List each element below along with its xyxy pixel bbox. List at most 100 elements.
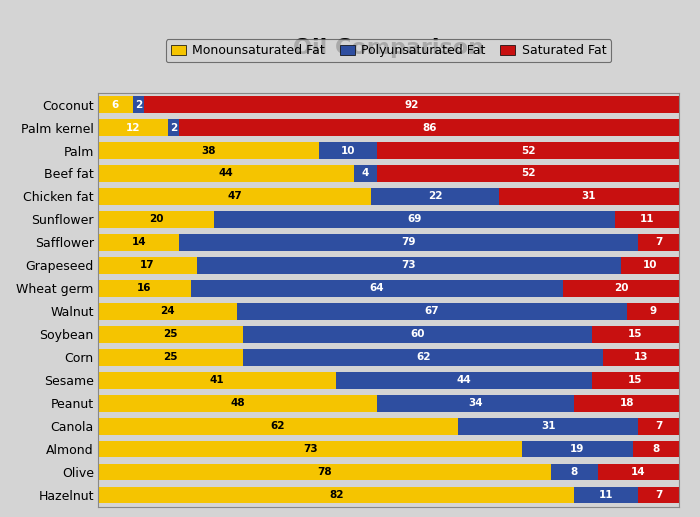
Text: 41: 41 <box>210 375 225 385</box>
Bar <box>318 142 377 159</box>
Bar <box>98 418 458 434</box>
Bar <box>191 280 563 297</box>
Bar <box>98 464 551 480</box>
Bar <box>98 372 336 389</box>
Text: 15: 15 <box>628 375 643 385</box>
Text: 18: 18 <box>620 398 634 408</box>
Text: 82: 82 <box>329 490 344 500</box>
Text: 78: 78 <box>317 467 332 477</box>
Bar <box>98 165 354 182</box>
Text: 7: 7 <box>655 237 662 248</box>
Text: 8: 8 <box>570 467 578 477</box>
Text: 16: 16 <box>137 283 152 293</box>
Text: 25: 25 <box>163 329 178 339</box>
Bar <box>179 234 638 251</box>
Text: 2: 2 <box>170 123 177 132</box>
Text: 52: 52 <box>521 169 536 178</box>
Bar <box>592 326 679 343</box>
Bar <box>98 487 575 504</box>
Bar <box>377 165 679 182</box>
Bar <box>371 188 499 205</box>
Text: 67: 67 <box>425 307 440 316</box>
Text: 4: 4 <box>362 169 369 178</box>
Bar <box>603 349 679 366</box>
Bar <box>144 96 679 113</box>
Bar <box>575 395 679 412</box>
Text: 60: 60 <box>410 329 425 339</box>
Bar <box>638 234 679 251</box>
Bar <box>98 441 522 458</box>
Text: 20: 20 <box>614 283 628 293</box>
Bar <box>98 326 244 343</box>
Text: 73: 73 <box>402 261 416 270</box>
Bar <box>354 165 377 182</box>
Text: 62: 62 <box>271 421 286 431</box>
Text: 92: 92 <box>405 100 419 110</box>
Text: 2: 2 <box>135 100 142 110</box>
Bar <box>98 234 179 251</box>
Bar <box>499 188 679 205</box>
Text: 19: 19 <box>570 444 584 454</box>
Text: 64: 64 <box>370 283 384 293</box>
Bar <box>638 487 679 504</box>
Bar <box>551 464 598 480</box>
Text: 69: 69 <box>407 215 422 224</box>
Bar <box>98 211 214 227</box>
Text: 10: 10 <box>341 145 355 156</box>
Bar <box>98 188 371 205</box>
Bar <box>133 96 144 113</box>
Legend: Monounsaturated Fat, Polyunsaturated Fat, Saturated Fat: Monounsaturated Fat, Polyunsaturated Fat… <box>166 39 611 63</box>
Text: 14: 14 <box>132 237 146 248</box>
Text: 10: 10 <box>643 261 657 270</box>
Text: 8: 8 <box>652 444 659 454</box>
Bar <box>522 441 633 458</box>
Bar <box>214 211 615 227</box>
Bar <box>179 119 679 136</box>
Bar <box>237 303 626 320</box>
Text: 48: 48 <box>230 398 245 408</box>
Text: 14: 14 <box>631 467 645 477</box>
Bar <box>458 418 638 434</box>
Text: 15: 15 <box>628 329 643 339</box>
Text: 44: 44 <box>456 375 471 385</box>
Bar <box>377 142 679 159</box>
Bar <box>98 349 244 366</box>
Text: 7: 7 <box>655 490 662 500</box>
Text: 20: 20 <box>149 215 163 224</box>
Text: 79: 79 <box>402 237 416 248</box>
Bar <box>638 418 679 434</box>
Text: 86: 86 <box>422 123 436 132</box>
Bar <box>98 96 133 113</box>
Text: 47: 47 <box>228 191 242 202</box>
Title: Oil Comparison: Oil Comparison <box>293 38 484 58</box>
Bar <box>626 303 679 320</box>
Text: 7: 7 <box>655 421 662 431</box>
Bar <box>598 464 679 480</box>
Bar <box>633 441 679 458</box>
Text: 31: 31 <box>541 421 556 431</box>
Bar <box>575 487 638 504</box>
Text: 11: 11 <box>599 490 614 500</box>
Bar <box>336 372 592 389</box>
Bar <box>377 395 575 412</box>
Bar <box>197 257 621 273</box>
Bar <box>615 211 679 227</box>
Bar <box>98 395 377 412</box>
Bar <box>592 372 679 389</box>
Text: 31: 31 <box>582 191 596 202</box>
Bar <box>244 326 592 343</box>
Bar <box>98 303 237 320</box>
Bar <box>621 257 679 273</box>
Text: 17: 17 <box>140 261 155 270</box>
Text: 38: 38 <box>201 145 216 156</box>
Bar <box>98 280 191 297</box>
Text: 9: 9 <box>650 307 657 316</box>
Text: 13: 13 <box>634 352 648 362</box>
Bar <box>168 119 179 136</box>
Bar <box>98 142 318 159</box>
Text: 24: 24 <box>160 307 175 316</box>
Text: 6: 6 <box>112 100 119 110</box>
Bar <box>244 349 603 366</box>
Text: 62: 62 <box>416 352 430 362</box>
Text: 73: 73 <box>303 444 317 454</box>
